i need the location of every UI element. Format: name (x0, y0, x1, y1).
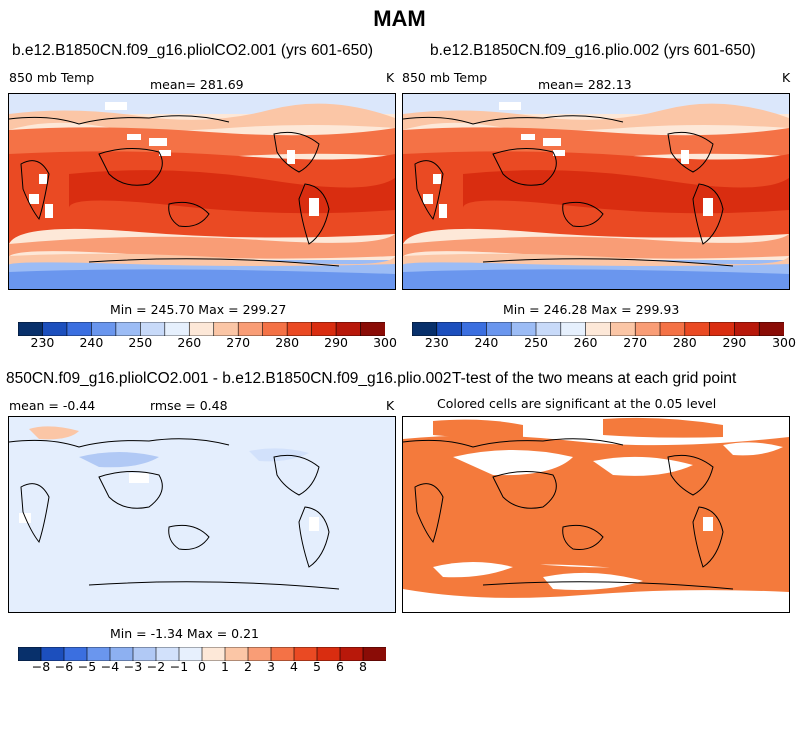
colorbar-2-tick-label: 250 (524, 335, 548, 350)
colorbar-1-tick-label: 280 (275, 335, 300, 350)
panel-1-variable: 850 mb Temp (9, 70, 95, 85)
colorbar-3-tick-label: 0 (198, 659, 206, 674)
colorbar-1-tick-label: 270 (226, 335, 251, 350)
colorbar-2-swatch (659, 322, 686, 336)
colorbar-3-tick-label: 6 (336, 659, 344, 674)
colorbar-2-tick-label: 240 (474, 335, 499, 350)
colorbar-2-tick-label: 260 (573, 335, 598, 350)
colorbar-3-tick-label: −2 (146, 659, 166, 674)
colorbar-1-swatch (42, 322, 68, 336)
colorbar-2-swatch (486, 322, 513, 336)
panel-1-mean: mean= 281.69 (150, 77, 244, 92)
panel-2-colorbar-graphic (412, 322, 784, 336)
panel-1-unit: K (386, 70, 395, 85)
colorbar-1-swatch (335, 322, 362, 336)
colorbar-3-tick-label: 3 (267, 659, 275, 674)
colorbar-2-tick-label: 280 (672, 335, 697, 350)
colorbar-1-tick-label: 240 (79, 335, 104, 350)
colorbar-1-tick-label: 290 (324, 335, 348, 350)
colorbar-3-swatch (362, 647, 386, 661)
colorbar-2-swatch (610, 322, 636, 336)
colorbar-1-swatch (140, 322, 166, 336)
panel-2-colorbar (412, 322, 784, 336)
panel-2-colorbar-ticks: 230 240 250 260 270 280 290 300 (412, 335, 796, 351)
panel-1-minmax: Min = 245.70 Max = 299.27 (110, 302, 287, 317)
panel-2-mean: mean= 282.13 (538, 77, 632, 92)
panel-1-map-graphic (9, 94, 395, 289)
panel-4-subtitle: Colored cells are significant at the 0.0… (437, 396, 717, 411)
colorbar-2-swatch (709, 322, 736, 336)
colorbar-3-tick-label: −5 (77, 659, 97, 674)
colorbar-3-tick-label: −1 (169, 659, 189, 674)
colorbar-2-swatch (461, 322, 488, 336)
figure-title: MAM (373, 6, 426, 31)
colorbar-1-swatch (18, 322, 44, 336)
colorbar-3-tick-label: −6 (54, 659, 74, 674)
panel-3-colorbar-ticks: −8 −6 −5 −4 −3 −2 −1 0 1 2 3 4 5 6 8 (18, 659, 386, 675)
colorbar-2-tick-label: 300 (772, 335, 796, 350)
colorbar-2-swatch (535, 322, 562, 336)
colorbar-3-tick-label: 5 (313, 659, 321, 674)
panel-3-minmax: Min = -1.34 Max = 0.21 (110, 626, 260, 641)
panel-2-minmax: Min = 246.28 Max = 299.93 (503, 302, 680, 317)
panel-2-variable: 850 mb Temp (402, 70, 488, 85)
colorbar-2-swatch (585, 322, 612, 336)
colorbar-1-swatch (286, 322, 313, 336)
panel-1-colorbar-graphic (18, 322, 385, 336)
colorbar-1-swatch (91, 322, 117, 336)
panel-3-mean: mean = -0.44 (9, 398, 96, 413)
panel-3-map-graphic (9, 417, 395, 612)
colorbar-1-tick-label: 260 (177, 335, 202, 350)
colorbar-1-swatch (66, 322, 93, 336)
panel-1-map (8, 93, 396, 290)
colorbar-1-swatch (237, 322, 264, 336)
colorbar-2-swatch (436, 322, 463, 336)
colorbar-2-swatch (734, 322, 760, 336)
panel-1-colorbar-ticks: 230 240 250 260 270 280 290 300 (18, 335, 397, 351)
colorbar-3-tick-label: 8 (359, 659, 367, 674)
colorbar-2-swatch (510, 322, 537, 336)
colorbar-3-tick-label: 4 (290, 659, 298, 674)
colorbar-2-tick-label: 230 (424, 335, 449, 350)
colorbar-2-tick-label: 270 (623, 335, 648, 350)
colorbar-3-tick-label: 2 (244, 659, 252, 674)
colorbar-2-swatch (412, 322, 438, 336)
panel-3-colorbar-graphic (18, 647, 386, 661)
panel-4-map (402, 416, 790, 613)
panel-3-colorbar (18, 647, 386, 661)
panel-1-title: b.e12.B1850CN.f09_g16.pliolCO2.001 (yrs … (12, 42, 374, 59)
panel-2-unit: K (782, 70, 791, 85)
colorbar-3-tick-label: −3 (123, 659, 143, 674)
colorbar-3-tick-label: −4 (100, 659, 120, 674)
panel-2-map-graphic (403, 94, 789, 289)
colorbar-2-swatch (684, 322, 711, 336)
panel-3-rmse: rmse = 0.48 (150, 398, 228, 413)
panel-3-title: 850CN.f09_g16.pliolCO2.001 - b.e12.B1850… (6, 370, 452, 387)
colorbar-2-swatch (560, 322, 587, 336)
panel-1-colorbar (18, 322, 385, 336)
colorbar-1-swatch (115, 322, 142, 336)
colorbar-3-tick-label: 1 (221, 659, 229, 674)
colorbar-1-tick-label: 230 (30, 335, 55, 350)
colorbar-1-swatch (262, 322, 288, 336)
panel-2-title: b.e12.B1850CN.f09_g16.plio.002 (yrs 601-… (430, 42, 756, 59)
colorbar-1-swatch (360, 322, 385, 336)
colorbar-2-swatch (634, 322, 661, 336)
panel-3-unit: K (386, 398, 395, 413)
panel-4-map-graphic (403, 417, 789, 612)
colorbar-2-tick-label: 290 (722, 335, 747, 350)
panel-3-map (8, 416, 396, 613)
colorbar-1-swatch (213, 322, 239, 336)
colorbar-1-swatch (188, 322, 215, 336)
colorbar-3-tick-label: −8 (31, 659, 51, 674)
colorbar-1-swatch (164, 322, 191, 336)
colorbar-1-tick-label: 250 (128, 335, 153, 350)
colorbar-1-swatch (311, 322, 337, 336)
panel-4-title: T-test of the two means at each grid poi… (452, 370, 737, 387)
panel-2-map (402, 93, 790, 290)
colorbar-2-swatch (758, 322, 784, 336)
colorbar-1-tick-label: 300 (373, 335, 397, 350)
